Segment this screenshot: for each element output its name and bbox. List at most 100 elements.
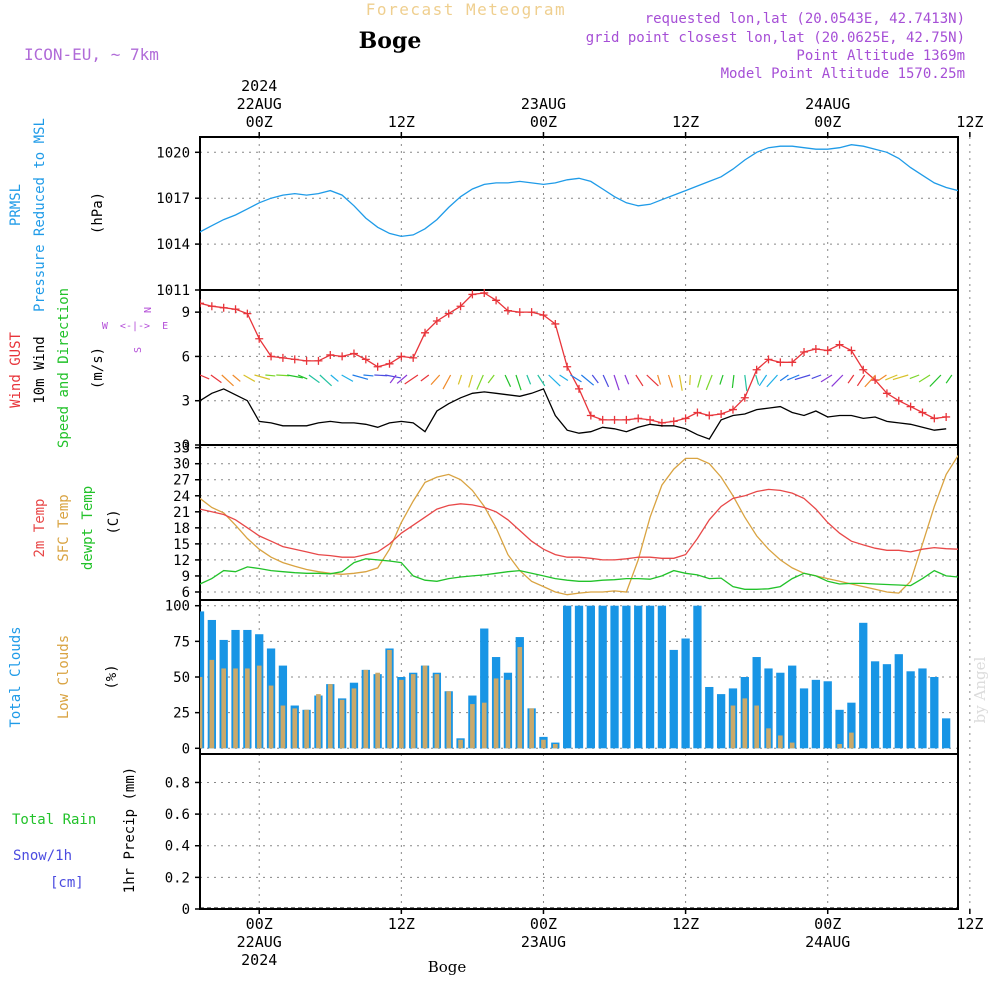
total-cloud-bar [823,681,832,749]
low-cloud-bar [481,702,487,749]
y-tick-label: 6 [182,349,190,365]
time-tick-label: 00Z [530,915,557,933]
low-clouds-label: Low Clouds [56,635,72,719]
wind-arrow [396,374,408,384]
time-tick-label: 00Z [814,915,841,933]
bottom-location: Boge [428,958,467,976]
total-cloud-bar [586,605,595,749]
low-cloud-bar [387,649,392,749]
gust-point [871,376,880,385]
wind-arrow [265,374,276,377]
time-tick-label: 00Z [246,915,273,933]
total-cloud-bar [574,605,584,749]
wind-arrow [570,374,582,383]
dir-legend-we: W <-|-> E [102,321,168,332]
low-cloud-bar [517,647,523,749]
low-cloud-bar [399,679,404,749]
total-cloud-bar [598,605,607,749]
wind-arrow [678,374,683,391]
time-tick-label: 12Z [672,113,699,131]
low-cloud-bar [209,659,215,749]
low-cloud-bar [742,698,748,749]
gust-point [788,358,797,367]
gust-point [930,414,939,423]
dir-legend-s: S [133,347,144,353]
wind-arrow [892,374,909,381]
gust-point [728,405,737,414]
sfc-temp-series [200,454,958,596]
grid-point-coords: grid point closest lon,lat (20.0625E, 42… [586,30,965,46]
wind-arrow [856,374,866,387]
wind-arrow [787,374,800,381]
gust-point [942,412,951,421]
gust-point [243,309,252,318]
y-tick-label: 27 [173,473,190,489]
wind-arrow [646,374,659,387]
sfc-temp-label: SFC Temp [56,494,72,561]
low-cloud-bar [327,684,333,749]
low-cloud-bar [245,668,250,749]
gust-point [409,353,418,362]
total-cloud-bar [918,668,927,749]
y-tick-label: 30 [173,457,190,473]
time-tick-label: 00Z [246,113,273,131]
model-point-altitude: Model Point Altitude 1570.25m [721,66,965,82]
low-cloud-bar [375,672,380,749]
dir-legend-n: N [143,307,154,313]
total-clouds-label: Total Clouds [8,626,24,727]
wind-arrow [389,374,397,384]
wind-arrow [319,374,333,387]
time-tick-label: 23AUG [521,95,566,113]
clouds-unit: (%) [104,664,120,689]
gust-point [622,415,631,424]
total-cloud-bar [610,605,619,749]
total-cloud-bar [634,605,643,749]
pressure-label-1: PRMSL [8,184,24,226]
y-tick-label: 18 [173,521,190,537]
wind-arrow [526,374,532,385]
wind-arrow [719,374,724,385]
wind-axes: 0 3 6 9 [182,289,971,454]
gust-point [326,350,335,359]
gust-point [219,303,228,312]
forecast-title: Forecast Meteogram [366,0,566,19]
low-cloud-bar [552,744,558,749]
wind-arrow [705,374,713,391]
gust-point [598,415,607,424]
temp2m-label: 2m Temp [32,498,48,557]
snow-label: Snow/1h [13,848,72,864]
wind-arrow [210,374,222,384]
wind-arrow [487,374,495,384]
total-cloud-bar [859,622,868,749]
gust-point [267,352,276,361]
wind-arrow [308,374,320,384]
y-tick-label: 33 [173,441,190,457]
low-cloud-bar [256,665,262,749]
y-tick-label: 1011 [156,283,190,299]
gust-point [255,334,264,343]
total-cloud-bar [835,709,844,749]
wind-dir-label: Speed and Direction [56,288,72,448]
total-cloud-bar [657,605,667,749]
pressure-series-line [200,144,958,238]
wind-label: 10m Wind [32,336,48,403]
gust-point [882,389,891,398]
low-cloud-bar [292,708,298,749]
low-cloud-bar [458,739,463,749]
precip-frame [199,753,959,910]
low-cloud-bar [446,691,452,749]
low-cloud-bar [754,705,759,749]
wind-arrow [885,374,898,381]
low-cloud-bar [505,679,511,749]
low-cloud-bar [268,685,274,749]
wind-arrow [232,374,241,382]
y-tick-label: 15 [173,537,190,553]
wind-arrow [847,374,855,384]
gust-point [551,319,560,328]
gust-point [385,359,394,368]
gust-point [740,393,749,402]
temp-unit: (C) [106,509,122,534]
total-cloud-bar [894,654,903,749]
total-cloud-bar [705,686,714,749]
